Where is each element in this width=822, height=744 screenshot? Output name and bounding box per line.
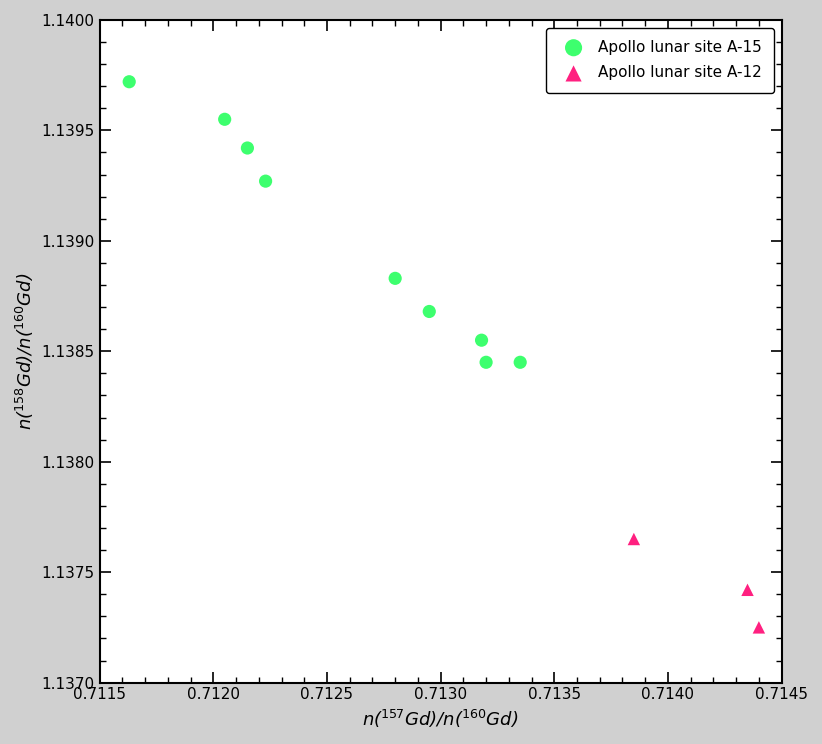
Apollo lunar site A-15 — [389, 272, 402, 284]
Apollo lunar site A-15 — [514, 356, 527, 368]
Apollo lunar site A-15 — [122, 76, 136, 88]
Apollo lunar site A-12 — [741, 584, 754, 596]
Apollo lunar site A-15 — [475, 334, 488, 346]
Apollo lunar site A-15 — [479, 356, 492, 368]
X-axis label: $n$($^{157}$Gd)/$n$($^{160}$Gd): $n$($^{157}$Gd)/$n$($^{160}$Gd) — [363, 708, 519, 730]
Apollo lunar site A-12 — [627, 533, 640, 545]
Apollo lunar site A-15 — [423, 306, 436, 318]
Apollo lunar site A-12 — [752, 621, 765, 633]
Apollo lunar site A-15 — [218, 113, 231, 125]
Apollo lunar site A-15 — [241, 142, 254, 154]
Apollo lunar site A-15 — [259, 175, 272, 187]
Legend: Apollo lunar site A-15, Apollo lunar site A-12: Apollo lunar site A-15, Apollo lunar sit… — [546, 28, 774, 93]
Y-axis label: $n$($^{158}$Gd)/$n$($^{160}$Gd): $n$($^{158}$Gd)/$n$($^{160}$Gd) — [14, 272, 36, 430]
